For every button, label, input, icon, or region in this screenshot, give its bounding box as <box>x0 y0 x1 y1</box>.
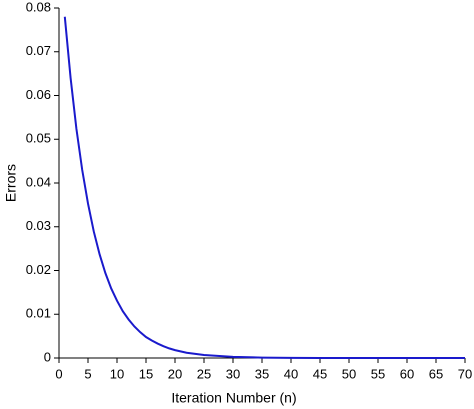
y-axis-label: Errors <box>3 164 19 202</box>
y-tick-label: 0.03 <box>26 218 51 233</box>
x-tick-label: 70 <box>458 366 472 381</box>
data-line <box>63 16 466 359</box>
x-tick-label: 45 <box>313 366 327 381</box>
x-tick-label: 30 <box>226 366 240 381</box>
x-tick-label: 5 <box>84 366 91 381</box>
x-tick-label: 10 <box>110 366 124 381</box>
x-tick-label: 25 <box>197 366 211 381</box>
y-tick-label: 0.07 <box>26 43 51 58</box>
x-axis-label: Iteration Number (n) <box>171 390 296 406</box>
y-tick-label: 0.05 <box>26 131 51 146</box>
x-tick-label: 0 <box>55 366 62 381</box>
x-tick-label: 35 <box>255 366 269 381</box>
x-tick-label: 55 <box>371 366 385 381</box>
x-tick-label: 65 <box>429 366 443 381</box>
y-tick-label: 0.04 <box>26 174 51 189</box>
y-tick-label: 0 <box>44 349 51 364</box>
y-tick-label: 0.06 <box>26 87 51 102</box>
y-tick-label: 0.01 <box>26 306 51 321</box>
x-tick-label: 50 <box>342 366 356 381</box>
x-tick-label: 20 <box>168 366 182 381</box>
y-tick-label: 0.08 <box>26 0 51 14</box>
y-tick-label: 0.02 <box>26 262 51 277</box>
x-tick-label: 40 <box>284 366 298 381</box>
x-tick-label: 15 <box>139 366 153 381</box>
x-tick-label: 60 <box>400 366 414 381</box>
